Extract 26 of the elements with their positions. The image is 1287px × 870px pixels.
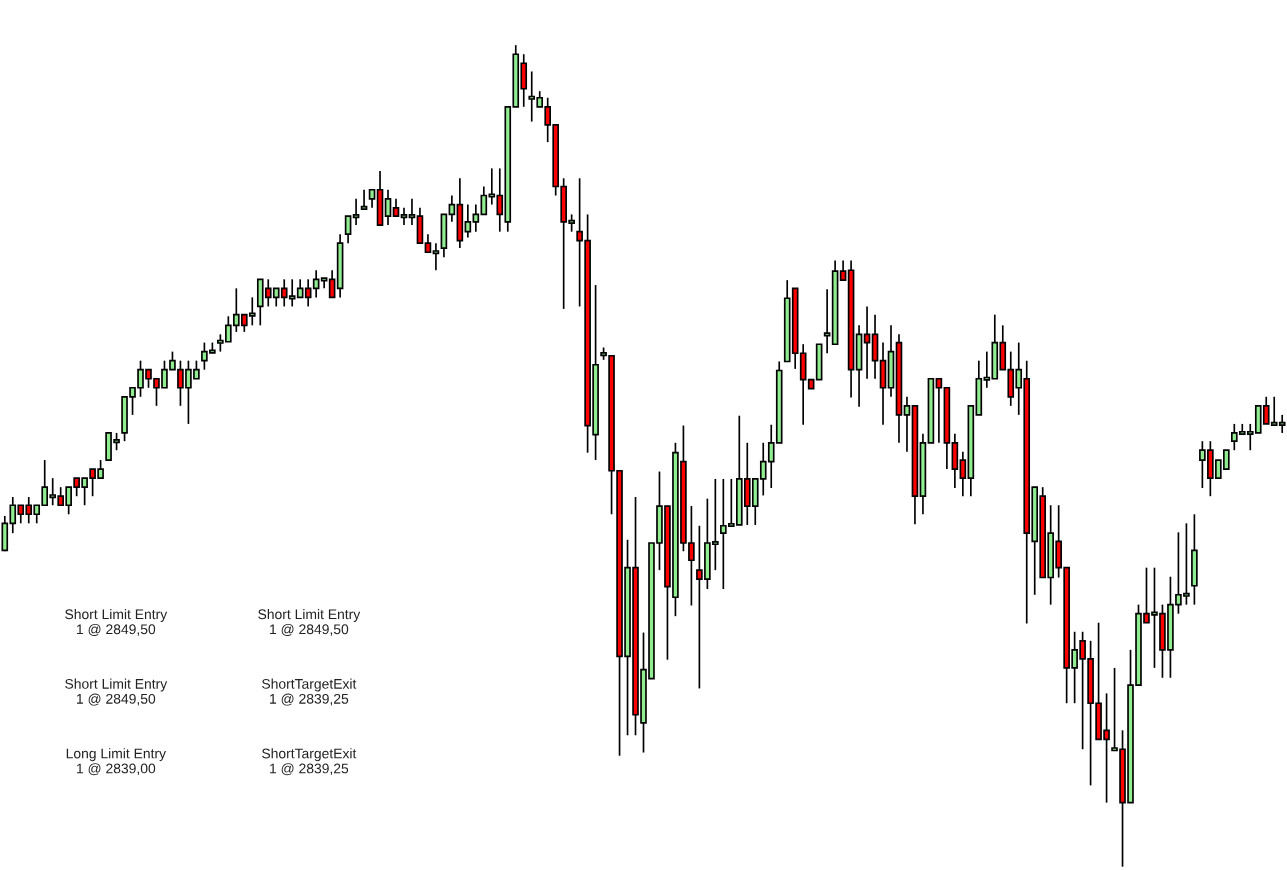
candlestick [368, 188, 376, 209]
annotation: Short Limit Entry 1 @ 2849,50 [65, 678, 168, 706]
candlestick [328, 269, 336, 299]
candlestick [903, 395, 911, 453]
annotation: ShortTargetExit 1 @ 2839,25 [262, 748, 357, 776]
candlestick [472, 203, 480, 233]
candlestick [424, 233, 432, 254]
candlestick [384, 188, 392, 226]
candlestick [935, 377, 943, 444]
candlestick [448, 194, 456, 223]
annotation: ShortTargetExit 1 @ 2839,25 [262, 678, 357, 706]
candlestick [959, 451, 967, 498]
candlestick [344, 215, 352, 245]
candlestick [432, 242, 440, 272]
candlestick [352, 197, 360, 226]
candlestick [408, 197, 416, 226]
candlestick [464, 203, 472, 239]
candlestick [400, 207, 408, 226]
candlestick [360, 188, 368, 210]
candlestick [320, 277, 328, 290]
candlestick [823, 288, 831, 355]
annotation: Short Limit Entry 1 @ 2849,50 [258, 609, 361, 636]
candlestick [839, 259, 847, 281]
annotation: Short Limit Entry 1 @ 2849,50 [65, 609, 168, 636]
annotation: Long Limit Entry 1 @ 2839,00 [66, 748, 166, 776]
candlestick [312, 269, 320, 299]
